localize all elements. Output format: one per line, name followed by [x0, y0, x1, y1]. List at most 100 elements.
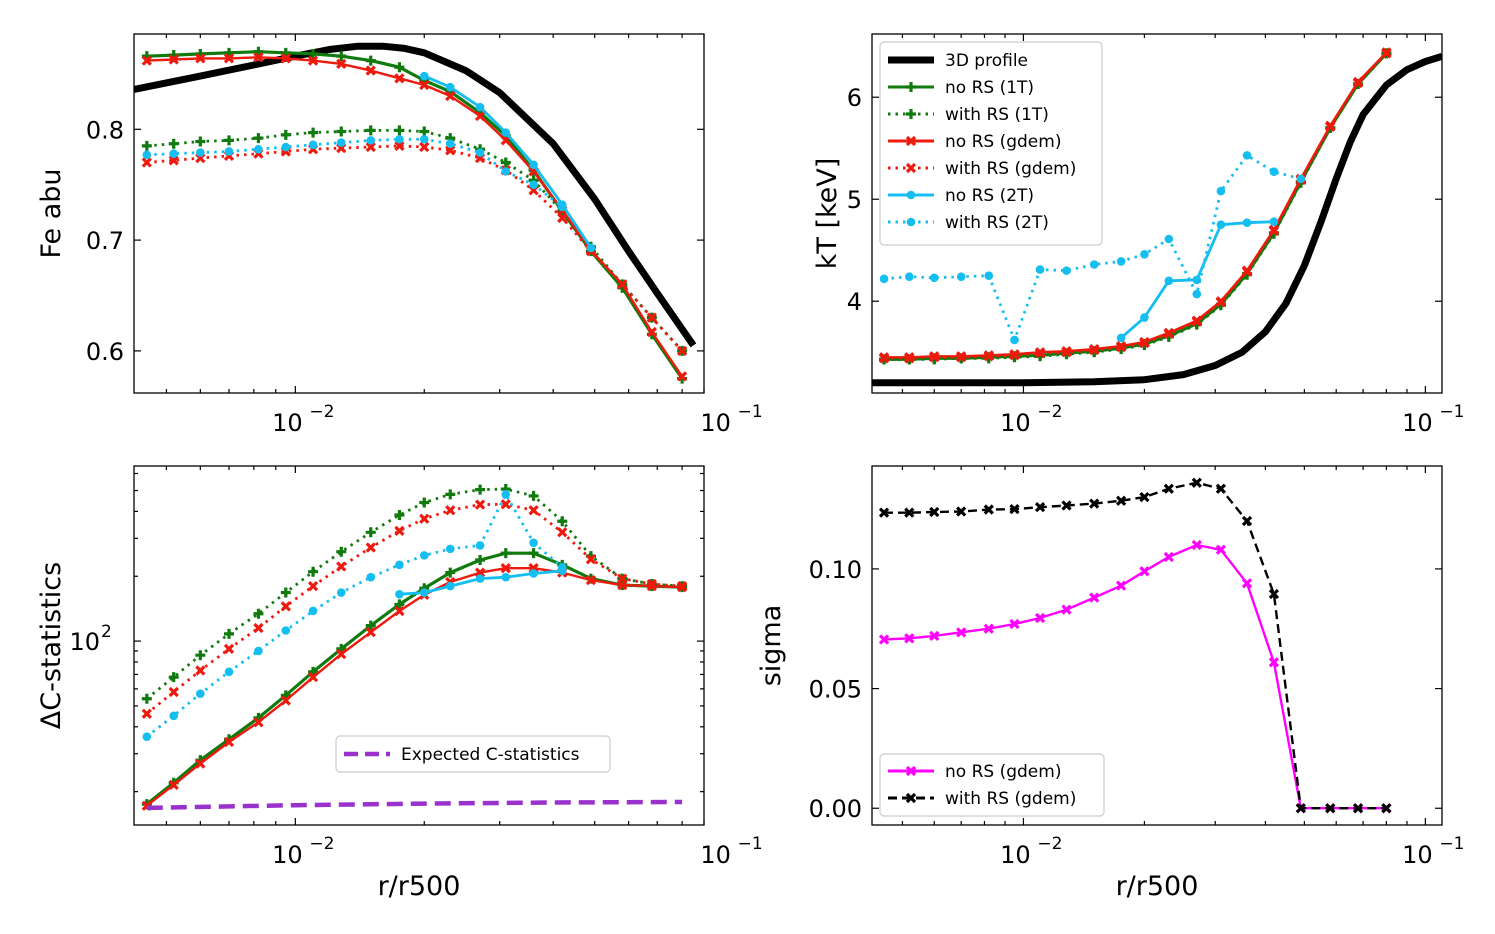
data-point	[280, 53, 291, 64]
data-point	[1242, 151, 1252, 160]
legend: no RS (gdem) with RS (gdem)	[879, 753, 1105, 817]
data-point	[366, 136, 376, 145]
data-point	[445, 581, 455, 591]
data-point	[529, 160, 538, 170]
data-point	[336, 546, 347, 557]
data-point	[224, 147, 234, 156]
data-point	[142, 732, 152, 741]
y-axis-label: kT [keV]	[812, 158, 843, 270]
legend-marker	[906, 82, 916, 92]
data-point	[445, 145, 456, 156]
data-point	[878, 634, 890, 645]
y-tick-label: 5	[847, 186, 862, 214]
data-point	[1241, 578, 1253, 589]
panel-sigma: 10 −2 10 −1 0.00 0.05 0.10 sigma r/r500 no RS (gd…	[756, 465, 1464, 902]
data-point	[1325, 803, 1336, 814]
x-tick-exponent: −2	[309, 402, 334, 422]
series-line-with-rs-2t-	[883, 153, 1302, 342]
data-point	[1116, 333, 1126, 343]
data-point	[501, 572, 511, 582]
data-point	[168, 672, 179, 683]
data-point	[280, 587, 291, 598]
legend-box	[879, 41, 1103, 246]
x-tick-exponent: −2	[309, 834, 334, 854]
data-point	[141, 140, 152, 151]
data-point	[1164, 276, 1174, 286]
series-line-with-rs-gdem-	[884, 52, 1388, 360]
x-tick-exponent: −2	[1037, 834, 1062, 854]
data-point	[1269, 167, 1279, 176]
data-point	[983, 351, 994, 362]
data-point	[1191, 539, 1202, 551]
data-point	[308, 127, 319, 138]
data-point	[1061, 604, 1072, 615]
legend-label: with RS (gdem)	[945, 789, 1076, 809]
data-point	[366, 572, 376, 582]
data-point	[394, 73, 405, 84]
data-point	[557, 212, 568, 224]
data-point	[1089, 260, 1099, 269]
data-point	[365, 627, 376, 638]
legend-marker	[906, 109, 916, 119]
data-point	[445, 90, 456, 102]
y-tick-label: 0.00	[809, 795, 862, 823]
x-tick-exponent: −1	[1439, 402, 1464, 422]
data-point	[395, 134, 404, 144]
data-point	[1352, 803, 1364, 814]
data-point	[1191, 316, 1202, 327]
data-point	[878, 353, 890, 364]
data-point	[1215, 483, 1227, 494]
series-line-expected-c-statistics	[146, 799, 683, 811]
data-point	[336, 126, 347, 137]
data-point	[168, 138, 179, 149]
data-point	[500, 499, 511, 510]
data-point	[878, 507, 890, 518]
data-point	[336, 561, 347, 572]
y-tick-exponent: 2	[101, 622, 112, 642]
series-group	[878, 477, 1392, 814]
data-point	[254, 646, 263, 656]
data-point	[501, 490, 511, 499]
data-point	[475, 574, 485, 583]
data-point	[646, 312, 657, 323]
data-point	[1089, 592, 1100, 603]
data-point	[1381, 803, 1392, 814]
x-tick-exponent: −1	[1439, 834, 1464, 854]
data-point	[445, 139, 455, 148]
data-point	[1164, 234, 1174, 244]
data-point	[646, 326, 657, 338]
data-point	[1034, 612, 1046, 624]
data-point	[195, 758, 206, 769]
data-point	[224, 628, 235, 639]
legend: 3D profile no RS (1T) with RS (1T) no RS (g…	[879, 41, 1103, 246]
data-point	[280, 129, 291, 140]
panel-kt: 10 −2 10 −1 4 5 6 kT [keV] 3D profile no RS (1T) w…	[812, 33, 1464, 437]
data-point	[168, 54, 179, 65]
legend-marker	[906, 190, 916, 200]
series-line-with-rs-gdem-	[146, 144, 684, 352]
data-point	[475, 554, 486, 565]
y-tick-label: 0.6	[86, 338, 124, 366]
data-point	[336, 58, 347, 70]
data-point	[1139, 337, 1150, 349]
data-point	[1269, 217, 1279, 226]
data-point	[280, 695, 291, 706]
data-point	[336, 138, 346, 147]
data-point	[195, 136, 206, 147]
series-line-no-rs-1t-	[145, 551, 683, 806]
data-point	[1115, 580, 1127, 591]
series-line-with-rs-gdem-	[145, 502, 683, 715]
data-point	[617, 573, 628, 584]
y-tick-label: 0.7	[86, 227, 124, 255]
series-line-with-rs-1t-	[146, 128, 684, 352]
data-point	[1163, 551, 1174, 563]
data-point	[394, 140, 405, 152]
data-point	[307, 672, 319, 683]
data-point	[1191, 477, 1202, 488]
data-point	[1268, 588, 1280, 600]
data-point	[141, 55, 152, 66]
data-point	[365, 65, 376, 76]
data-point	[956, 272, 966, 282]
data-point	[501, 167, 511, 176]
